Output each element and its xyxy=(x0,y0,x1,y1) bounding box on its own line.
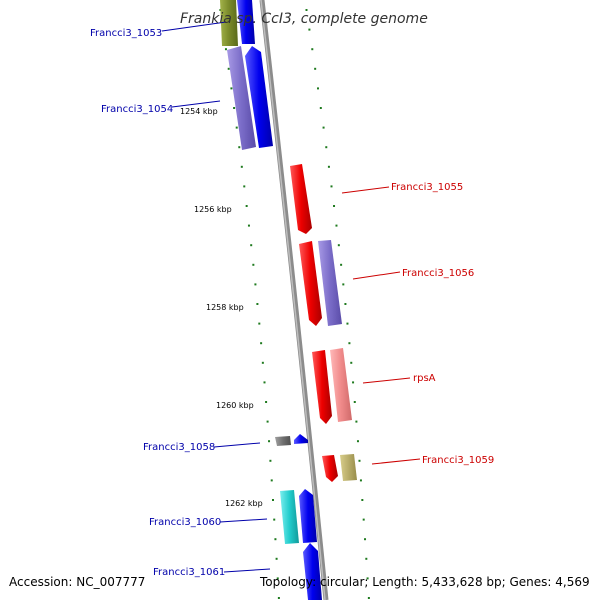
gene-1059-cds-arrow xyxy=(322,455,338,482)
leader-1054 xyxy=(171,100,221,108)
gene-label-1053[interactable]: Francci3_1053 xyxy=(90,28,162,39)
leader-1060 xyxy=(219,518,268,523)
leader-1059 xyxy=(371,458,421,465)
leader-1053 xyxy=(161,21,227,32)
gene-label-1055[interactable]: Francci3_1055 xyxy=(391,182,463,193)
gene-1053-cds-arrow xyxy=(237,0,255,44)
gene-1060-cds-arrow xyxy=(299,489,317,543)
leader-1058 xyxy=(213,442,261,448)
gene-1055-cds-arrow xyxy=(290,164,312,234)
map-title: Frankia sp. CcI3, complete genome xyxy=(180,11,428,27)
accession-text: Accession: NC_007777 xyxy=(9,575,146,589)
gene-label-1059[interactable]: Francci3_1059 xyxy=(422,455,494,466)
gene-label-1058[interactable]: Francci3_1058 xyxy=(143,442,215,453)
gene-1054-cog-block xyxy=(227,46,256,150)
gene-rpsA-cog-block xyxy=(330,348,352,422)
gene-1053-cog-block xyxy=(220,0,238,46)
gene-1056-cog-block xyxy=(318,240,342,326)
gene-1056-cds-arrow xyxy=(299,241,322,326)
outer-tick-ring xyxy=(305,9,370,599)
gene-1061-cds-arrow xyxy=(303,543,322,600)
inner-tick-ring xyxy=(219,9,280,599)
gene-label-1054[interactable]: Francci3_1054 xyxy=(101,104,173,115)
tick-label-1258: 1258 kbp xyxy=(206,303,244,312)
leader-1055 xyxy=(341,186,390,194)
gene-1059-cog-block xyxy=(340,454,357,481)
gene-label-rpsA[interactable]: rpsA xyxy=(413,373,436,384)
genome-summary-text: Topology: circular; Length: 5,433,628 bp… xyxy=(260,575,590,589)
leader-rpsA xyxy=(362,377,411,384)
gene-label-1060[interactable]: Francci3_1060 xyxy=(149,517,221,528)
gene-1058-cog-block xyxy=(275,436,291,446)
tick-label-1254: 1254 kbp xyxy=(180,107,218,116)
gene-1058-cds-arrow xyxy=(294,434,308,444)
gene-1054-cds-arrow xyxy=(245,46,273,148)
genome-backbone xyxy=(259,0,329,600)
tick-label-1262: 1262 kbp xyxy=(225,499,263,508)
leader-1056 xyxy=(352,271,401,280)
gene-label-1056[interactable]: Francci3_1056 xyxy=(402,268,474,279)
gene-1060-cog-block xyxy=(280,490,299,544)
gene-rpsA-cds-arrow xyxy=(312,350,332,424)
tick-label-1260: 1260 kbp xyxy=(216,401,254,410)
gene-label-1061[interactable]: Francci3_1061 xyxy=(153,567,225,578)
genome-backbone-highlight xyxy=(260,0,326,600)
leader-1061 xyxy=(223,568,271,573)
tick-label-1256: 1256 kbp xyxy=(194,205,232,214)
